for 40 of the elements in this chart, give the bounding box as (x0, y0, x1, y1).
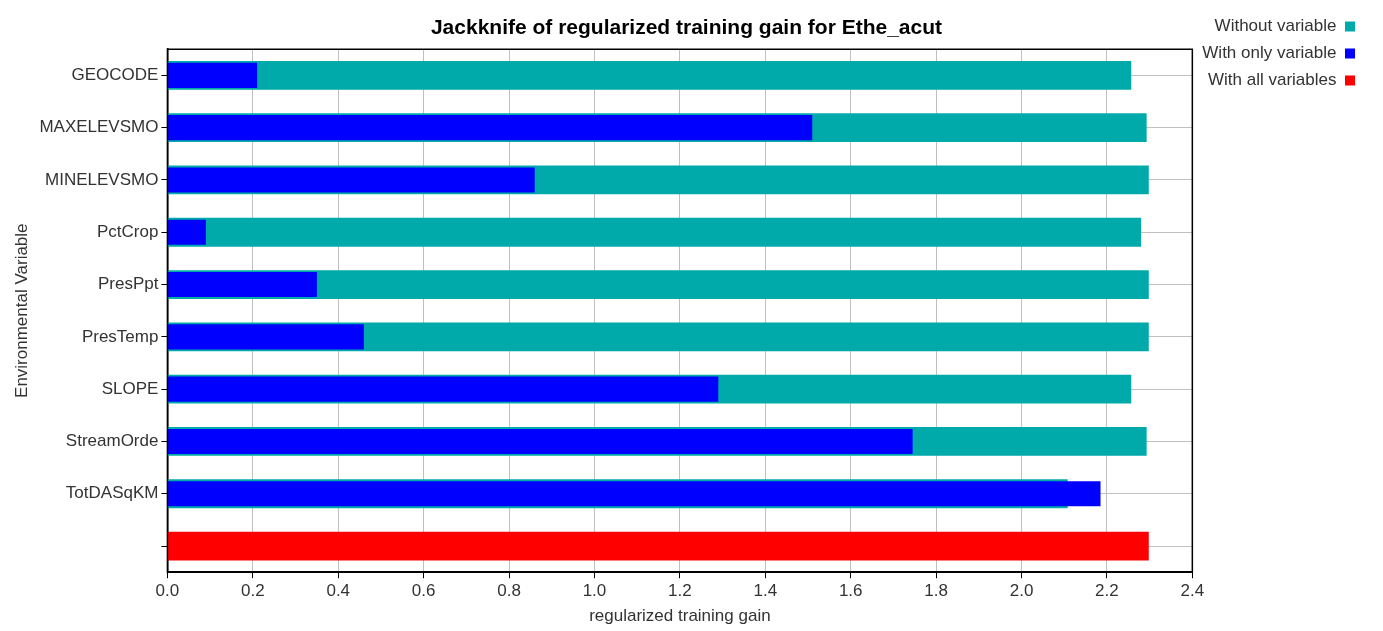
x-tick-label: 0.2 (241, 581, 265, 601)
y-tick-label: MAXELEVSMO (39, 117, 159, 137)
bar (167, 376, 719, 402)
x-tick-label: 0.8 (497, 581, 521, 601)
x-tick-label: 1.8 (924, 581, 948, 601)
bar (167, 272, 317, 298)
bar (167, 217, 1142, 247)
x-tick-label: 0.6 (411, 581, 436, 601)
x-tick-label: 0.0 (155, 581, 180, 601)
bar (167, 167, 535, 193)
bar (167, 481, 1101, 507)
y-tick-label: PresPpt (97, 274, 159, 294)
legend-label: With only variable (1202, 43, 1337, 63)
x-tick-label: 2.4 (1180, 581, 1205, 601)
bar (167, 531, 1149, 561)
x-tick-label: 2.2 (1095, 581, 1119, 601)
legend-label: With all variables (1208, 70, 1337, 90)
x-tick-label: 1.4 (753, 581, 778, 601)
y-tick-label: MINELEVSMO (45, 169, 159, 189)
x-tick-label: 1.6 (838, 581, 863, 601)
bar (167, 60, 1132, 90)
bar (167, 219, 206, 245)
bar (167, 324, 364, 350)
legend-label: Without variable (1214, 16, 1337, 36)
y-axis-title: Environmental Variable (11, 223, 31, 398)
y-tick-label: TotDASqKM (65, 483, 159, 503)
x-tick-label: 0.4 (326, 581, 351, 601)
bar (167, 428, 913, 454)
y-tick-label: PctCrop (97, 221, 159, 241)
x-tick-label: 2.0 (1009, 581, 1034, 601)
x-axis-title: regularized training gain (589, 606, 771, 626)
y-tick-label: GEOCODE (71, 65, 159, 85)
y-tick-label: SLOPE (101, 378, 159, 398)
x-tick-label: 1.2 (668, 581, 692, 601)
chart-title: Jackknife of regularized training gain for Ethe_acut (430, 15, 943, 39)
y-tick-label: PresTemp (81, 326, 159, 346)
y-tick-label: StreamOrde (65, 431, 159, 451)
bar (167, 62, 258, 88)
bar (167, 115, 813, 141)
x-tick-label: 1.0 (582, 581, 607, 601)
